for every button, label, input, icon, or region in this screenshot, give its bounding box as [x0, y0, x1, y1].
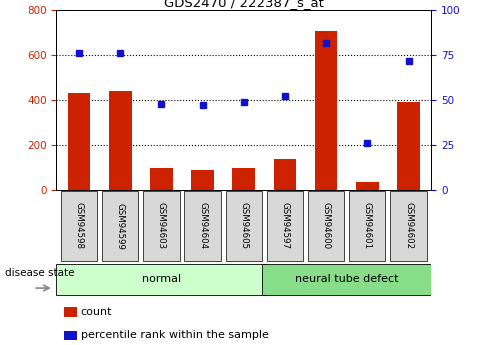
FancyBboxPatch shape [226, 191, 262, 261]
FancyBboxPatch shape [56, 264, 267, 295]
Text: disease state: disease state [5, 268, 74, 277]
Bar [68, 93, 90, 190]
Bar [315, 31, 338, 190]
FancyBboxPatch shape [262, 264, 431, 295]
FancyBboxPatch shape [184, 191, 220, 261]
Text: GSM94598: GSM94598 [74, 203, 83, 249]
FancyBboxPatch shape [143, 191, 179, 261]
FancyBboxPatch shape [102, 191, 138, 261]
Bar [64, 307, 77, 317]
FancyBboxPatch shape [349, 191, 386, 261]
Bar [64, 331, 77, 340]
Bar [150, 168, 172, 190]
Text: GSM94604: GSM94604 [198, 203, 207, 249]
Text: GSM94599: GSM94599 [116, 203, 124, 249]
Text: neural tube defect: neural tube defect [295, 275, 398, 284]
Bar [191, 169, 214, 190]
FancyBboxPatch shape [267, 191, 303, 261]
FancyBboxPatch shape [308, 191, 344, 261]
Bar [356, 182, 379, 190]
Text: GSM94601: GSM94601 [363, 203, 372, 249]
Bar [397, 102, 420, 190]
Bar [273, 159, 296, 190]
Bar [109, 91, 131, 190]
FancyBboxPatch shape [61, 191, 97, 261]
Text: count: count [81, 307, 112, 317]
Text: GSM94597: GSM94597 [280, 203, 290, 249]
Bar [232, 168, 255, 190]
Text: GSM94602: GSM94602 [404, 203, 413, 249]
Title: GDS2470 / 222387_s_at: GDS2470 / 222387_s_at [164, 0, 324, 9]
FancyBboxPatch shape [391, 191, 427, 261]
Text: normal: normal [142, 275, 181, 284]
Text: GSM94600: GSM94600 [321, 203, 331, 249]
Text: GSM94603: GSM94603 [157, 203, 166, 249]
Text: GSM94605: GSM94605 [239, 203, 248, 249]
Text: percentile rank within the sample: percentile rank within the sample [81, 331, 269, 340]
